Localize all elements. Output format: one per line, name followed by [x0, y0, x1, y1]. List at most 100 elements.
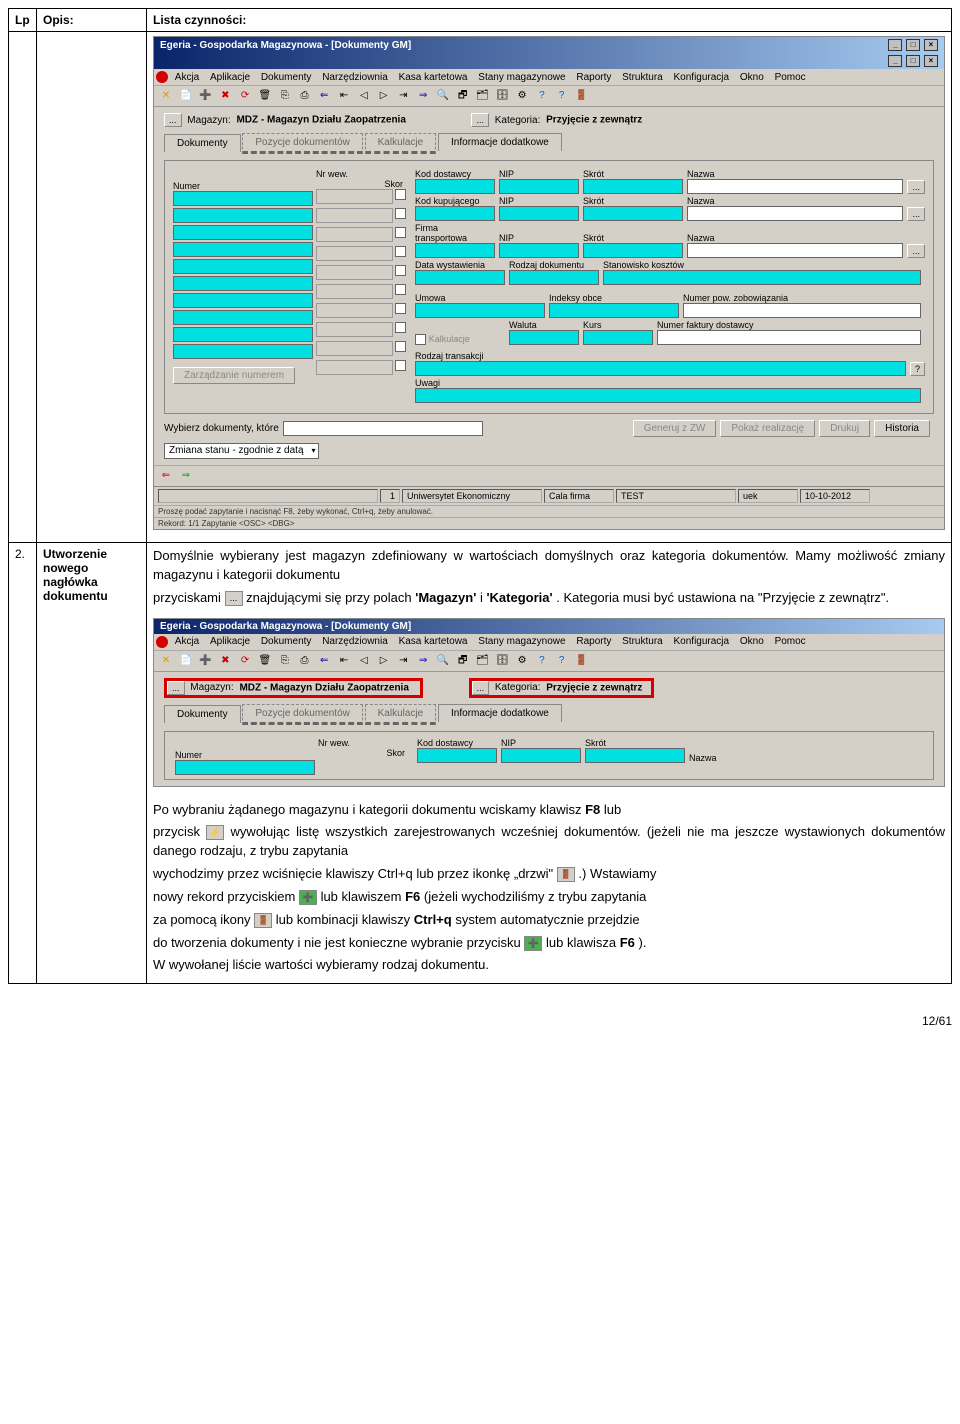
stanowisko-input[interactable] — [603, 270, 921, 285]
faktura-input[interactable] — [657, 330, 921, 345]
nip-input[interactable] — [499, 179, 579, 194]
zmiana-dropdown[interactable]: Zmiana stanu - zgodnie z datą — [164, 443, 319, 459]
kategoria-picker-button[interactable]: ... — [472, 681, 490, 695]
menu-raporty[interactable]: Raporty — [576, 72, 611, 83]
kod-dostawcy-input[interactable] — [417, 748, 497, 763]
nrwew-input[interactable] — [316, 341, 393, 356]
max-button[interactable]: □ — [906, 39, 920, 51]
numer-input[interactable] — [173, 242, 313, 257]
tool-icon[interactable]: ⚙ — [514, 88, 530, 104]
uwagi-input[interactable] — [415, 388, 921, 403]
tab-pozycje[interactable]: Pozycje dokumentów — [242, 704, 363, 725]
tool-icon[interactable]: 🔍 — [435, 88, 451, 104]
historia-button[interactable]: Historia — [874, 420, 930, 437]
menu-narzedziownia[interactable]: Narzędziownia — [322, 72, 388, 83]
numer-input[interactable] — [173, 208, 313, 223]
nrwew-input[interactable] — [316, 265, 393, 280]
skor-check[interactable] — [395, 284, 406, 295]
tool-icon[interactable]: ⇒ — [415, 653, 431, 669]
menu-raporty[interactable]: Raporty — [576, 636, 611, 647]
tool-icon[interactable]: ? — [554, 653, 570, 669]
skrot-input[interactable] — [583, 179, 683, 194]
kategoria-picker-button[interactable]: ... — [471, 113, 489, 127]
menu-akcja[interactable]: Akcja — [175, 636, 199, 647]
menu-aplikacje[interactable]: Aplikacje — [210, 636, 250, 647]
numer-input[interactable] — [173, 225, 313, 240]
menu-struktura[interactable]: Struktura — [622, 72, 663, 83]
skor-check[interactable] — [395, 227, 406, 238]
tool-icon[interactable]: 🗑 — [257, 88, 273, 104]
tab-dokumenty[interactable]: Dokumenty — [164, 134, 241, 152]
menu-kasa[interactable]: Kasa kartetowa — [399, 72, 468, 83]
tab-dokumenty[interactable]: Dokumenty — [164, 705, 241, 723]
tool-icon[interactable]: ◁ — [356, 88, 372, 104]
rodzaj-input[interactable] — [509, 270, 599, 285]
skrot2-input[interactable] — [583, 206, 683, 221]
tool-icon[interactable]: ⇐ — [316, 653, 332, 669]
numer-input[interactable] — [173, 344, 313, 359]
kalkulacje-check[interactable] — [415, 334, 426, 345]
tool-icon[interactable]: 🗂 — [475, 653, 491, 669]
lookup-button[interactable]: ... — [907, 244, 925, 258]
inner-close-button[interactable]: × — [924, 55, 938, 67]
numer-input[interactable] — [173, 310, 313, 325]
tool-icon[interactable]: ? — [554, 88, 570, 104]
skor-check[interactable] — [395, 360, 406, 371]
numer-input[interactable] — [173, 259, 313, 274]
tool-icon[interactable]: ⟳ — [237, 88, 253, 104]
waluta-input[interactable] — [509, 330, 579, 345]
tab-kalkulacje[interactable]: Kalkulacje — [365, 704, 437, 725]
tool-icon[interactable]: ⇤ — [336, 88, 352, 104]
wybierz-input[interactable] — [283, 421, 483, 436]
data-input[interactable] — [415, 270, 505, 285]
nrwew-input[interactable] — [316, 246, 393, 261]
tool-icon[interactable]: 🗑 — [257, 653, 273, 669]
menu-okno[interactable]: Okno — [740, 72, 764, 83]
tab-kalkulacje[interactable]: Kalkulacje — [365, 133, 437, 154]
tool-icon[interactable]: ⇐ — [316, 88, 332, 104]
inner-max-button[interactable]: □ — [906, 55, 920, 67]
skor-check[interactable] — [395, 265, 406, 276]
tool-icon[interactable]: 🗄 — [494, 88, 510, 104]
skor-check[interactable] — [395, 303, 406, 314]
skrot-input[interactable] — [585, 748, 685, 763]
door-icon[interactable]: 🚪 — [573, 653, 589, 669]
menu-akcja[interactable]: Akcja — [175, 72, 199, 83]
tool-icon[interactable]: 🗗 — [455, 653, 471, 669]
tool-icon[interactable]: 📄 — [178, 88, 194, 104]
nip2-input[interactable] — [499, 206, 579, 221]
tool-icon[interactable]: ⚙ — [514, 653, 530, 669]
numer-input[interactable] — [175, 760, 315, 775]
tab-pozycje[interactable]: Pozycje dokumentów — [242, 133, 363, 154]
nrwew-input[interactable] — [316, 284, 393, 299]
umowa-input[interactable] — [415, 303, 545, 318]
tool-icon[interactable]: ✖ — [217, 88, 233, 104]
lookup-button[interactable]: ? — [910, 362, 925, 376]
menu-stany[interactable]: Stany magazynowe — [478, 636, 565, 647]
tool-icon[interactable]: 🗄 — [494, 653, 510, 669]
tool-icon[interactable]: ? — [534, 88, 550, 104]
tool-icon[interactable]: ⇥ — [395, 88, 411, 104]
tool-icon[interactable]: ⎙ — [296, 88, 312, 104]
tool-icon[interactable]: ➕ — [198, 653, 214, 669]
tool-icon[interactable]: ⎙ — [296, 653, 312, 669]
nav-right-icon[interactable]: ⇒ — [178, 468, 194, 484]
menu-aplikacje[interactable]: Aplikacje — [210, 72, 250, 83]
door-icon[interactable]: 🚪 — [573, 88, 589, 104]
tool-icon[interactable]: ⟳ — [237, 653, 253, 669]
nrwew-input[interactable] — [316, 303, 393, 318]
tool-icon[interactable]: ✖ — [217, 653, 233, 669]
numerpow-input[interactable] — [683, 303, 921, 318]
tool-icon[interactable]: 🗂 — [475, 88, 491, 104]
nrwew-input[interactable] — [316, 189, 393, 204]
tool-icon[interactable]: ✕ — [158, 653, 174, 669]
kod-kup-input[interactable] — [415, 206, 495, 221]
tool-icon[interactable]: 📄 — [178, 653, 194, 669]
nazwa2-input[interactable] — [687, 206, 903, 221]
nrwew-input[interactable] — [316, 322, 393, 337]
menu-pomoc[interactable]: Pomoc — [775, 72, 806, 83]
menu-struktura[interactable]: Struktura — [622, 636, 663, 647]
numer-input[interactable] — [173, 293, 313, 308]
nazwa3-input[interactable] — [687, 243, 903, 258]
nip-input[interactable] — [501, 748, 581, 763]
